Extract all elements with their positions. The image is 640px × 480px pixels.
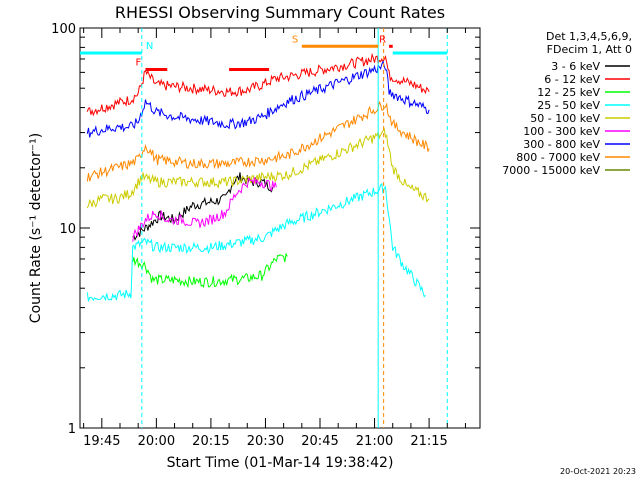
legend-header-line-1: Det 1,3,4,5,6,9, (546, 30, 632, 43)
x-tick-label: 20:15 (192, 434, 229, 449)
series-layer (86, 52, 430, 302)
legend-label-12-25-kev: 12 - 25 keV (537, 86, 600, 99)
chart-title: RHESSI Observing Summary Count Rates (115, 3, 445, 22)
x-tick-label: 20:00 (138, 434, 175, 449)
series-100-300-kev (132, 177, 277, 242)
x-tick-label: 21:00 (356, 434, 393, 449)
legend-label-7000-15000-kev: 7000 - 15000 keV (502, 164, 600, 177)
legend-header-line-2: FDecim 1, Att 0 (547, 43, 632, 56)
flag-label-n: N (146, 41, 153, 52)
plot-area: FN S R 19:45 20:00 20:15 20:30 20:45 21:00 21:15… (51, 22, 481, 449)
annotation-layer: FN S R (80, 28, 448, 428)
x-tick-label: 20:30 (247, 434, 284, 449)
x-tick-label: 20:45 (301, 434, 338, 449)
y-tick-label: 1 (68, 422, 76, 437)
series-800-7000-kev (86, 100, 430, 182)
legend-label-6-12-kev: 6 - 12 keV (544, 73, 600, 86)
series-300-800-kev (86, 59, 430, 138)
y-tick-label: 100 (51, 22, 76, 37)
legend-label-300-800-kev: 300 - 800 keV (523, 138, 600, 151)
y-tick-label: 10 (59, 222, 76, 237)
flag-label-r: R (379, 34, 386, 45)
series-50-100-kev (86, 127, 430, 209)
x-tick-label: 19:45 (83, 434, 120, 449)
y-axis-ticks: 1 10 100 (51, 22, 480, 437)
legend-label-25-50-kev: 25 - 50 keV (537, 99, 600, 112)
y-axis-label: Count Rate (s⁻¹ detector⁻¹) (28, 133, 44, 323)
legend-label-50-100-kev: 50 - 100 keV (530, 112, 600, 125)
x-axis-label: Start Time (01-Mar-14 19:38:42) (167, 455, 394, 471)
x-tick-label: 21:15 (410, 434, 447, 449)
flag-label-s: S (292, 34, 298, 45)
series-6-12-kev (86, 52, 430, 117)
generated-timestamp: 20-Oct-2021 20:23 (560, 467, 636, 476)
legend-label-3-6-kev: 3 - 6 keV (551, 60, 600, 73)
legend-label-100-300-kev: 100 - 300 keV (523, 125, 600, 138)
flag-label-f: F (135, 58, 141, 69)
x-axis-ticks: 19:45 20:00 20:15 20:30 20:45 21:00 21:15 (83, 28, 466, 449)
legend-label-800-7000-kev: 800 - 7000 keV (516, 151, 600, 164)
series-25-50-kev (86, 182, 426, 302)
legend: Det 1,3,4,5,6,9, FDecim 1, Att 0 3 - 6 k… (502, 30, 632, 177)
series-12-25-kev (132, 252, 288, 289)
